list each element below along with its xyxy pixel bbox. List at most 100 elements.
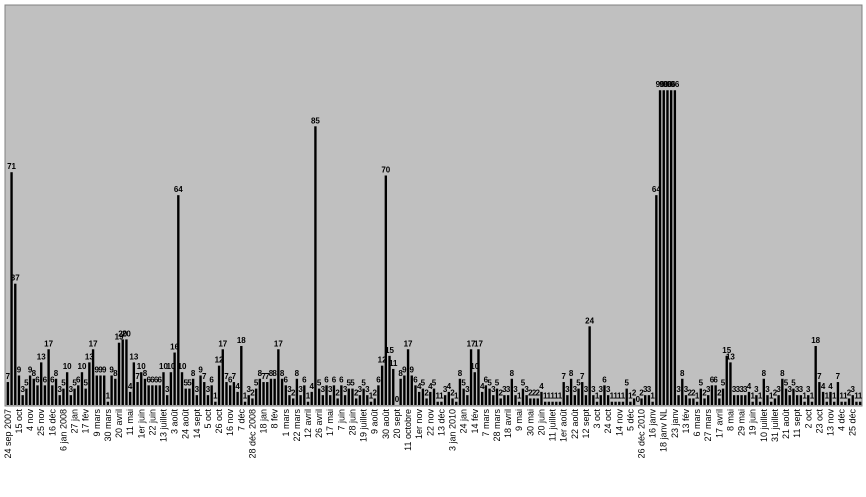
x-tick-label: 11 juillet <box>548 409 558 442</box>
bar <box>77 385 80 405</box>
bar <box>406 349 410 405</box>
bar <box>592 395 595 405</box>
data-label: 2 <box>291 388 296 397</box>
bar <box>32 378 35 405</box>
x-tick-label: 28 mars <box>492 409 502 442</box>
data-label: 5 <box>347 379 352 388</box>
x-tick-label: 14 sept <box>192 409 202 439</box>
data-label: 3 <box>565 385 570 394</box>
bar <box>803 401 806 405</box>
x-tick-label: 17 avril <box>714 409 724 438</box>
bar <box>795 395 799 405</box>
data-label: 6 <box>484 375 489 384</box>
data-label: 1 <box>595 392 600 401</box>
bar <box>25 388 28 405</box>
data-label: 5 <box>461 379 466 388</box>
data-label: 5 <box>72 379 77 388</box>
x-tick-label: 21 août <box>781 409 791 440</box>
data-label: 4 <box>309 382 314 391</box>
bar <box>269 378 273 405</box>
bar <box>188 388 191 405</box>
x-tick-label: 5 oct <box>203 409 213 429</box>
data-label: 2 <box>639 388 644 397</box>
data-label: 37 <box>11 274 20 283</box>
data-label: 8 <box>113 369 118 378</box>
x-tick-label: 27 mars <box>703 409 713 442</box>
bar <box>699 388 702 405</box>
data-label: 2 <box>250 388 255 397</box>
data-label: 7 <box>265 372 270 381</box>
data-label: 1 <box>550 392 555 401</box>
x-tick-label: 23 oct <box>814 409 824 434</box>
data-label: 8 <box>191 369 196 378</box>
data-label: 8 <box>32 369 37 378</box>
bar <box>573 395 576 405</box>
bar <box>855 401 858 405</box>
bar <box>595 401 599 405</box>
x-tick-label: 16 nov <box>225 409 235 437</box>
x-tick-label: 25 nov <box>36 409 46 437</box>
x-tick-label: 1 mars <box>281 409 291 437</box>
bar <box>506 395 510 405</box>
data-label: 2 <box>372 388 377 397</box>
bar <box>240 345 243 405</box>
bar <box>818 382 821 405</box>
bar <box>829 391 832 405</box>
data-label: 8 <box>143 369 148 378</box>
data-label: 3 <box>736 385 741 394</box>
x-tick-label: 26 avril <box>314 409 324 438</box>
data-label: 5 <box>24 379 29 388</box>
data-label: 6 <box>43 375 48 384</box>
x-tick-label: 30 mai <box>525 409 535 436</box>
data-label: 1 <box>839 392 844 401</box>
x-tick-label: 13 nov <box>826 409 836 437</box>
x-tick-label: 8 mai <box>725 409 735 431</box>
data-label: 15 <box>722 346 731 355</box>
x-tick-label: 4 nov <box>25 409 35 432</box>
data-label: 3 <box>328 385 333 394</box>
bar <box>555 401 558 405</box>
bar <box>488 388 491 405</box>
bar <box>177 195 180 405</box>
data-label: 1 <box>454 392 459 401</box>
data-label: 8 <box>295 369 300 378</box>
bar <box>166 395 169 405</box>
data-label: 5 <box>699 379 704 388</box>
x-tick-label: 3 oct <box>592 409 602 429</box>
x-tick-label: 18 jan <box>259 409 269 434</box>
data-label: 5 <box>721 379 726 388</box>
data-label: 3 <box>591 385 596 394</box>
x-tick-label: 14 nov <box>614 409 624 437</box>
data-label: 2 <box>687 388 692 397</box>
bar <box>651 401 654 405</box>
bar <box>114 378 117 405</box>
data-label: 8 <box>569 369 574 378</box>
bar <box>154 385 158 405</box>
data-label: 3 <box>287 385 292 394</box>
bar <box>540 391 543 405</box>
data-label: 7 <box>261 372 266 381</box>
data-label: 7 <box>580 372 585 381</box>
bar <box>88 362 91 405</box>
data-label: 6 <box>376 375 381 384</box>
x-tick-label: 19 juillet <box>359 409 369 443</box>
x-tick-label: 7 mars <box>481 409 491 437</box>
data-label: 3 <box>788 385 793 394</box>
x-tick-label: 15 oct <box>14 409 24 434</box>
data-label: 5 <box>784 379 789 388</box>
bar <box>277 349 280 405</box>
data-label: 3 <box>676 385 681 394</box>
data-label: 4 <box>417 382 422 391</box>
bar <box>184 388 187 405</box>
bar <box>173 352 176 405</box>
bar <box>721 388 725 405</box>
x-tick-label: 30 mars <box>103 409 113 442</box>
data-label: 96 <box>663 80 672 89</box>
bar <box>440 401 443 405</box>
bar <box>851 395 854 405</box>
data-label: 5 <box>254 379 259 388</box>
x-tick-label: 3 août <box>170 409 180 435</box>
bar <box>510 378 514 405</box>
bar <box>380 365 384 405</box>
data-label: 3 <box>513 385 518 394</box>
